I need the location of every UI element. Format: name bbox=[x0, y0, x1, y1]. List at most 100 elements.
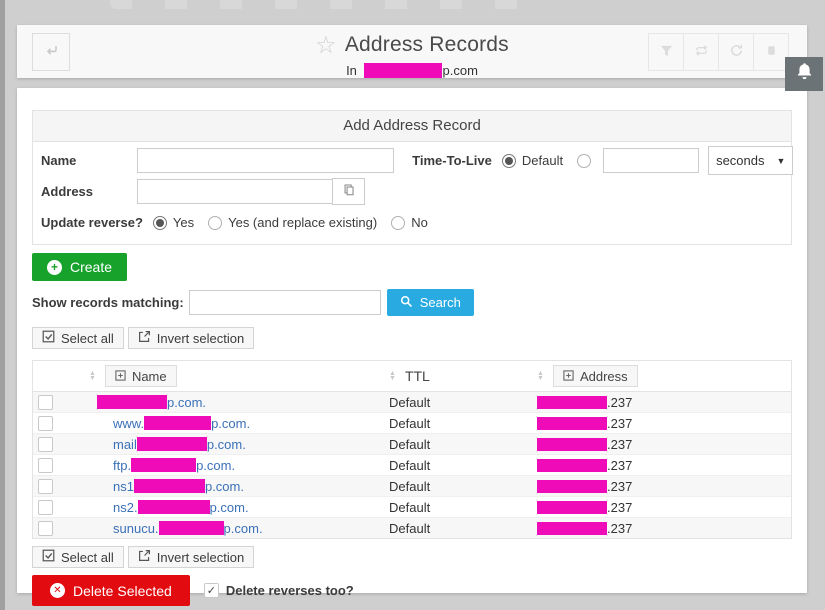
record-name-link[interactable]: ns2. p.com. bbox=[113, 500, 249, 515]
record-name-prefix: sunucu. bbox=[113, 520, 159, 536]
update-reverse-no-radio[interactable] bbox=[391, 215, 406, 230]
update-reverse-yes-label: Yes bbox=[172, 215, 195, 230]
record-ttl: Default bbox=[389, 436, 431, 452]
select-all-icon bbox=[42, 330, 61, 346]
search-button[interactable]: Search bbox=[386, 289, 474, 316]
record-name-prefix: mail bbox=[113, 436, 137, 452]
address-label: Address bbox=[41, 184, 94, 199]
delete-selected-label: Delete Selected bbox=[73, 582, 172, 599]
page-header: ☆ Address Records In p.com bbox=[17, 25, 807, 80]
delete-selected-button[interactable]: ✕ Delete Selected bbox=[32, 575, 190, 606]
record-address-redaction bbox=[537, 416, 607, 430]
record-address-redaction bbox=[537, 500, 607, 514]
name-column-button[interactable]: Name bbox=[104, 365, 177, 387]
form-title: Add Address Record bbox=[33, 111, 791, 142]
plus-box-icon bbox=[563, 369, 580, 384]
record-address-suffix: .237 bbox=[607, 457, 633, 473]
select-all-label: Select all bbox=[61, 330, 114, 346]
update-reverse-no-label: No bbox=[411, 215, 428, 230]
update-reverse-replace-radio[interactable] bbox=[208, 215, 223, 230]
invert-selection-button-top[interactable]: Invert selection bbox=[127, 327, 255, 349]
address-column-label: Address bbox=[579, 368, 628, 384]
record-name-link[interactable]: mail p.com. bbox=[113, 437, 246, 452]
ttl-custom-radio[interactable] bbox=[577, 153, 592, 168]
row-checkbox[interactable] bbox=[38, 457, 53, 473]
show-matching-label: Show records matching: bbox=[32, 295, 184, 310]
table-row: ns2. p.com. Default .237 bbox=[33, 497, 791, 518]
favorite-star-icon[interactable]: ☆ bbox=[315, 32, 337, 59]
record-ttl: Default bbox=[389, 478, 431, 494]
ttl-default-label: Default bbox=[521, 153, 564, 168]
row-checkbox[interactable] bbox=[38, 520, 53, 536]
search-input[interactable] bbox=[188, 290, 381, 315]
record-name-link[interactable]: sunucu. p.com. bbox=[113, 521, 263, 536]
record-address-suffix: .237 bbox=[607, 415, 633, 431]
record-ttl: Default bbox=[389, 520, 431, 536]
filter-button[interactable] bbox=[648, 33, 684, 71]
back-button[interactable] bbox=[32, 33, 70, 71]
create-button-label: Create bbox=[70, 259, 113, 275]
paste-address-button[interactable] bbox=[332, 178, 365, 205]
record-name-suffix: p.com. bbox=[167, 394, 207, 410]
stop-button[interactable] bbox=[753, 33, 789, 71]
subtitle-suffix: p.com bbox=[442, 63, 478, 78]
notifications-tab[interactable] bbox=[785, 57, 823, 91]
add-record-form: Add Address Record Name Time-To-Live Def… bbox=[32, 110, 794, 245]
ttl-default-radio[interactable] bbox=[501, 153, 516, 168]
refresh-icon bbox=[729, 43, 744, 61]
update-reverse-yes-radio[interactable] bbox=[152, 215, 167, 230]
record-name-redaction bbox=[136, 437, 207, 451]
table-row: p.com. Default .237 bbox=[33, 392, 791, 413]
search-button-label: Search bbox=[419, 295, 461, 310]
name-input[interactable] bbox=[137, 148, 395, 173]
record-name-link[interactable]: p.com. bbox=[97, 395, 206, 410]
record-name-redaction bbox=[97, 395, 167, 409]
refresh-button[interactable] bbox=[718, 33, 754, 71]
select-all-button-top[interactable]: Select all bbox=[32, 327, 124, 349]
row-checkbox[interactable] bbox=[38, 436, 53, 452]
delete-reverses-checkbox[interactable]: ✓ bbox=[203, 583, 219, 598]
invert-selection-icon bbox=[138, 549, 157, 565]
ttl-units-select[interactable]: seconds ▼ bbox=[708, 146, 794, 175]
record-name-link[interactable]: ftp. p.com. bbox=[113, 458, 235, 473]
row-checkbox[interactable] bbox=[38, 394, 53, 410]
record-name-link[interactable]: www. p.com. bbox=[113, 416, 250, 431]
record-ttl: Default bbox=[389, 499, 431, 515]
page-subtitle: In p.com bbox=[17, 63, 807, 80]
record-address-suffix: .237 bbox=[607, 394, 633, 410]
record-name-suffix: p.com. bbox=[196, 457, 236, 473]
invert-selection-button-bottom[interactable]: Invert selection bbox=[127, 546, 255, 568]
record-address-suffix: .237 bbox=[607, 499, 633, 515]
record-ttl: Default bbox=[389, 457, 431, 473]
sort-ttl-icon[interactable]: ▲ ▼ bbox=[389, 370, 396, 382]
sort-address-icon[interactable]: ▲ ▼ bbox=[537, 370, 544, 382]
table-header: ▲ ▼ Name ▲ ▼ TTL ▲ ▼ Address bbox=[33, 361, 791, 392]
select-all-button-bottom[interactable]: Select all bbox=[32, 546, 124, 568]
row-checkbox[interactable] bbox=[38, 415, 53, 431]
chevron-down-icon: ▼ bbox=[776, 155, 786, 166]
update-reverse-label: Update reverse? bbox=[41, 215, 143, 230]
bell-icon bbox=[796, 63, 813, 85]
row-checkbox[interactable] bbox=[38, 478, 53, 494]
record-name-redaction bbox=[137, 500, 210, 514]
address-input[interactable] bbox=[137, 179, 333, 204]
sort-name-icon[interactable]: ▲ ▼ bbox=[89, 370, 96, 382]
table-row: mail p.com. Default .237 bbox=[33, 434, 791, 455]
ttl-value-input[interactable] bbox=[603, 148, 700, 173]
create-button[interactable]: + Create bbox=[32, 253, 128, 281]
ttl-column-label: TTL bbox=[404, 368, 430, 384]
record-name-redaction bbox=[158, 521, 224, 535]
update-reverse-replace-label: Yes (and replace existing) bbox=[228, 215, 378, 230]
window-edge-strip bbox=[0, 0, 5, 610]
delete-reverses-label: Delete reverses too? bbox=[225, 583, 354, 598]
repeat-button[interactable] bbox=[683, 33, 719, 71]
plus-circle-icon: + bbox=[47, 259, 62, 275]
record-name-prefix: www. bbox=[113, 415, 145, 431]
record-name-suffix: p.com. bbox=[223, 520, 263, 536]
table-row: ns1 p.com. Default .237 bbox=[33, 476, 791, 497]
x-circle-icon: ✕ bbox=[50, 583, 65, 598]
row-checkbox[interactable] bbox=[38, 499, 53, 515]
address-column-button[interactable]: Address bbox=[552, 365, 638, 387]
record-name-link[interactable]: ns1 p.com. bbox=[113, 479, 244, 494]
ttl-units-value: seconds bbox=[716, 153, 765, 168]
